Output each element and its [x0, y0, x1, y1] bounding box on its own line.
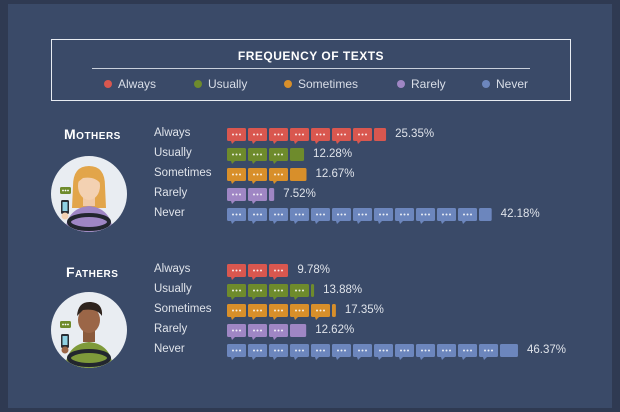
- row-label-mothers-rarely: Rarely: [154, 187, 188, 199]
- chart-title: FREQUENCY OF TEXTS: [237, 49, 385, 63]
- legend-label: Always: [118, 77, 157, 91]
- bar-mothers-always: [227, 128, 387, 144]
- bar-mothers-never: [227, 208, 492, 224]
- legend: Always Usually Sometimes Rarely Never: [52, 77, 570, 93]
- bar-fathers-always: [227, 264, 288, 280]
- legend-divider: [92, 68, 530, 69]
- row-label-fathers-sometimes: Sometimes: [154, 303, 212, 315]
- legend-entry-never: Never: [482, 77, 528, 91]
- group-title-mothers: Mothers: [64, 126, 121, 142]
- row-label-fathers-always: Always: [154, 263, 191, 275]
- value-label-fathers-usually: 13.88%: [323, 284, 363, 296]
- value-label-mothers-rarely: 7.52%: [283, 188, 316, 200]
- value-label-mothers-sometimes: 12.67%: [315, 168, 355, 180]
- legend-label: Usually: [208, 77, 248, 91]
- row-label-mothers-usually: Usually: [154, 147, 192, 159]
- father-texting-driver-icon: [51, 292, 127, 368]
- group-title-fathers: Fathers: [66, 264, 119, 280]
- legend-swatch-usually: [194, 79, 202, 88]
- row-label-fathers-rarely: Rarely: [154, 323, 188, 335]
- bar-fathers-sometimes: [227, 304, 336, 320]
- legend-swatch-never: [482, 79, 490, 88]
- legend-swatch-sometimes: [284, 79, 292, 88]
- row-label-mothers-sometimes: Sometimes: [154, 167, 212, 179]
- legend-box: FREQUENCY OF TEXTS Always Usually Sometime…: [51, 39, 571, 101]
- value-label-mothers-never: 42.18%: [500, 208, 540, 220]
- bar-mothers-rarely: [227, 188, 275, 204]
- row-label-fathers-usually: Usually: [154, 283, 192, 295]
- value-label-fathers-sometimes: 17.35%: [344, 304, 384, 316]
- value-label-fathers-always: 9.78%: [297, 264, 330, 276]
- legend-label: Sometimes: [298, 77, 359, 91]
- bar-mothers-sometimes: [227, 168, 307, 184]
- legend-swatch-always: [104, 79, 112, 88]
- bar-fathers-never: [227, 344, 518, 360]
- legend-swatch-rarely: [397, 79, 405, 88]
- legend-label: Rarely: [411, 77, 446, 91]
- bar-fathers-usually: [227, 284, 315, 300]
- legend-entry-rarely: Rarely: [397, 77, 446, 91]
- value-label-fathers-never: 46.37%: [526, 344, 566, 356]
- legend-entry-always: Always: [104, 77, 156, 91]
- legend-entry-sometimes: Sometimes: [284, 77, 358, 91]
- mother-texting-driver-icon: [51, 156, 127, 232]
- value-label-mothers-usually: 12.28%: [313, 148, 353, 160]
- bar-fathers-rarely: [227, 324, 307, 340]
- row-label-mothers-never: Never: [154, 207, 185, 219]
- bar-mothers-usually: [227, 148, 305, 164]
- legend-label: Never: [496, 77, 529, 91]
- value-label-fathers-rarely: 12.62%: [315, 324, 355, 336]
- row-label-fathers-never: Never: [154, 343, 185, 355]
- legend-entry-usually: Usually: [194, 77, 247, 91]
- value-label-mothers-always: 25.35%: [395, 128, 435, 140]
- row-label-mothers-always: Always: [154, 127, 191, 139]
